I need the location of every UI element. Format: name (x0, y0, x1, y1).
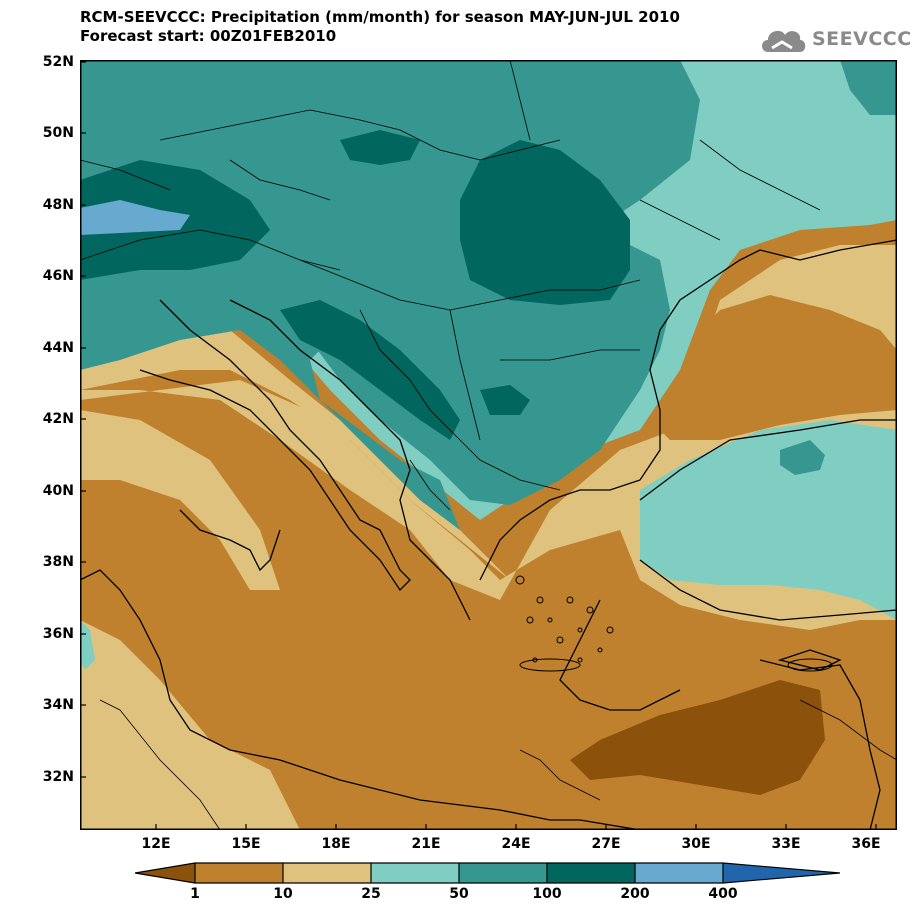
logo-text: SEEVCCC (812, 28, 912, 50)
legend-swatch-above-400 (723, 863, 840, 883)
precip-zone-tan-southwest (80, 620, 300, 830)
title-line-1: RCM-SEEVCCC: Precipitation (mm/month) fo… (80, 8, 680, 26)
lat-label-38n: 38N (42, 554, 74, 570)
legend-label-50: 50 (449, 886, 469, 902)
lat-label-46n: 46N (42, 268, 74, 284)
map-title: RCM-SEEVCCC: Precipitation (mm/month) fo… (80, 8, 680, 46)
lon-label-33e: 33E (771, 836, 801, 852)
legend-label-25: 25 (361, 886, 381, 902)
precip-zone-tan-italy (80, 410, 280, 590)
legend-swatch-below-1 (135, 863, 195, 883)
lat-label-48n: 48N (42, 197, 74, 213)
lon-ticks (155, 824, 877, 830)
precip-zone-blue-alps (80, 200, 190, 235)
legend-label-200: 200 (620, 886, 650, 902)
precip-zone-teal-light-anatolia (640, 420, 897, 620)
lat-ticks (80, 61, 86, 778)
legend-swatch-50-100 (459, 863, 547, 883)
legend-swatch-10-25 (283, 863, 371, 883)
precip-zone-teal-medium-balkans (290, 240, 670, 505)
precip-zone-teal-dark-ukraine (460, 140, 630, 305)
cloud-icon (762, 30, 806, 52)
lat-label-32n: 32N (42, 769, 74, 785)
lon-label-21e: 21E (411, 836, 441, 852)
country-borders (80, 60, 897, 830)
lon-label-27e: 27E (591, 836, 621, 852)
lon-label-36e: 36E (851, 836, 881, 852)
lat-label-50n: 50N (42, 125, 74, 141)
legend-dividers (194, 863, 724, 883)
precip-zone-teal-medium-ne (840, 60, 897, 115)
precip-zone-tan-upper (80, 300, 510, 580)
legend-swatch-25-50 (371, 863, 459, 883)
legend-swatch-100-200 (547, 863, 635, 883)
precip-zone-brown-anatolia (650, 295, 897, 440)
precip-zone-teal-dark-dinaric (280, 300, 460, 440)
lon-label-24e: 24E (501, 836, 531, 852)
lat-label-42n: 42N (42, 411, 74, 427)
legend-swatch-1-10 (195, 863, 283, 883)
lat-label-34n: 34N (42, 697, 74, 713)
lat-label-44n: 44N (42, 340, 74, 356)
lat-label-36n: 36N (42, 626, 74, 642)
precip-zone-teal-medium-blacksea (780, 440, 825, 475)
lon-label-30e: 30E (681, 836, 711, 852)
legend-swatch-200-400 (635, 863, 723, 883)
legend-label-1: 1 (190, 886, 200, 902)
precipitation-map (80, 60, 897, 830)
precip-zone-teal-light-west (80, 620, 95, 670)
aegean-islands (515, 575, 833, 672)
precip-zone-teal-dark-carpathian (340, 130, 420, 165)
lon-label-18e: 18E (321, 836, 351, 852)
color-legend (135, 862, 840, 884)
seevccc-logo: SEEVCCC (758, 22, 911, 58)
lat-label-52n: 52N (42, 54, 74, 70)
lat-label-40n: 40N (42, 483, 74, 499)
precip-zone-teal-dark-bulgaria (480, 385, 530, 415)
legend-label-400: 400 (708, 886, 738, 902)
lon-label-15e: 15E (231, 836, 261, 852)
coastlines (80, 239, 897, 830)
legend-label-100: 100 (532, 886, 562, 902)
legend-label-10: 10 (273, 886, 293, 902)
title-line-2: Forecast start: 00Z01FEB2010 (80, 27, 337, 45)
map-frame (80, 60, 897, 830)
precip-zone-darkbrown-east-med (570, 680, 825, 795)
lon-label-12e: 12E (141, 836, 171, 852)
